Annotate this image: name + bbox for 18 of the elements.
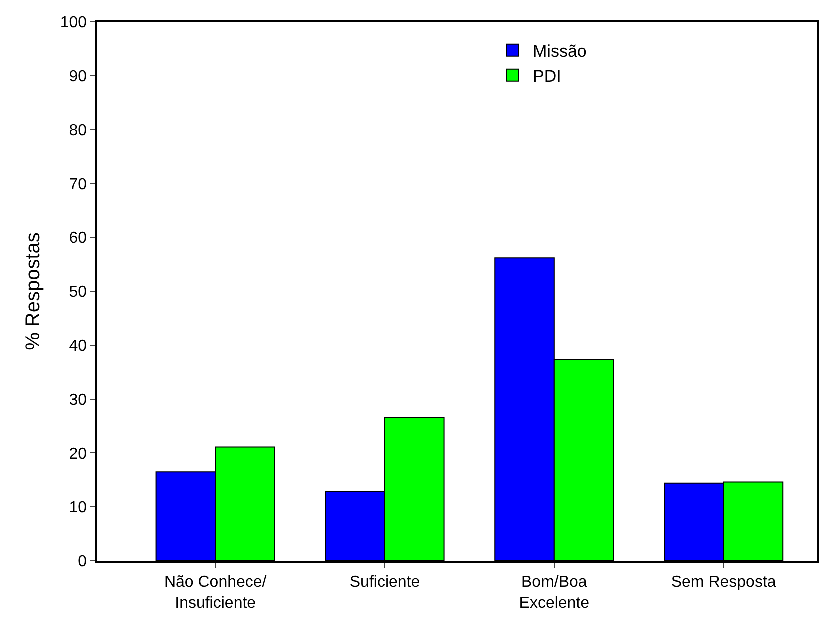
y-tick-label: 80 (69, 122, 88, 140)
x-tick-label: Sem Resposta (671, 574, 776, 591)
y-tick-label: 100 (60, 14, 88, 32)
y-tick-label: 30 (69, 392, 88, 409)
y-tick-label: 0 (78, 554, 88, 571)
y-tick-label: 90 (69, 68, 88, 86)
y-tick-label: 20 (69, 446, 88, 463)
legend-label: PDI (533, 67, 562, 86)
legend-label: Missão (533, 42, 587, 61)
y-axis-title: % Respostas (22, 232, 44, 350)
x-tick-label: Suficiente (350, 574, 420, 591)
y-tick-label: 40 (69, 338, 88, 355)
y-tick-label: 10 (69, 500, 88, 517)
x-tick-label: Não Conhece/ Insuficiente (164, 574, 268, 612)
y-tick-label: 60 (69, 230, 88, 248)
y-tick-label: 70 (69, 176, 88, 194)
y-tick-label: 50 (69, 284, 88, 302)
x-tick-label: Bom/Boa Excelente (519, 574, 590, 612)
